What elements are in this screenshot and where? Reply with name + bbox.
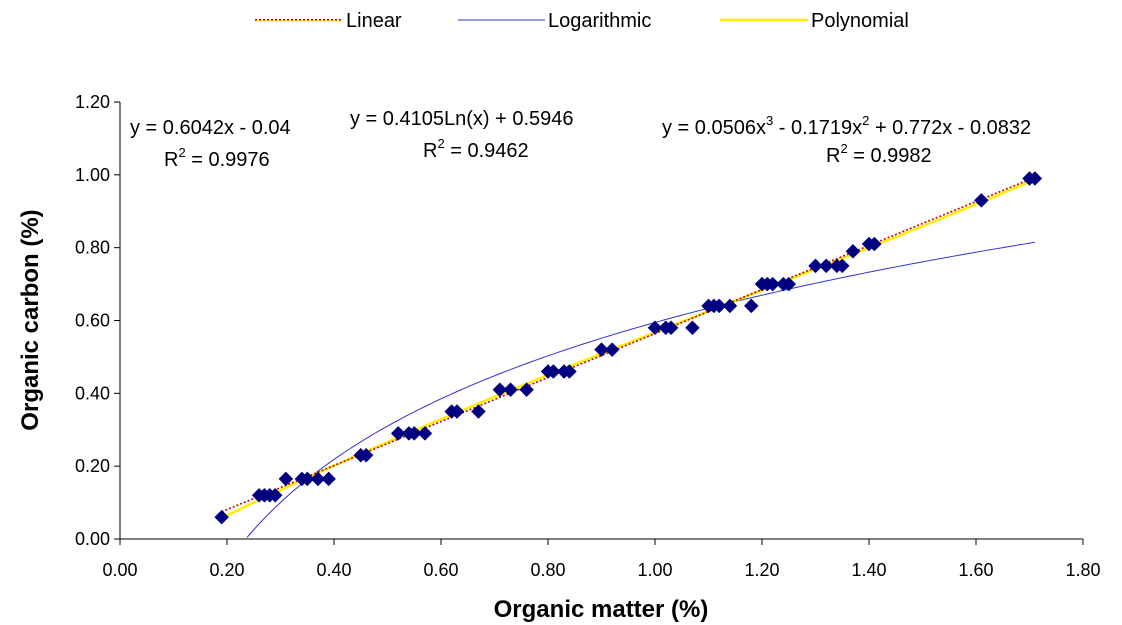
- trendline-linear: [221, 176, 1036, 513]
- data-point: [545, 364, 561, 379]
- y-tick-label: 0.40: [75, 383, 110, 403]
- x-tick-label: 1.00: [637, 560, 672, 580]
- y-tick-label: 1.00: [75, 165, 110, 185]
- data-point: [594, 342, 609, 357]
- y-tick-label: 0.20: [75, 456, 110, 476]
- data-point: [781, 276, 797, 292]
- data-point: [647, 320, 663, 336]
- equation-linear: y = 0.6042x - 0.04 R2 = 0.9976: [130, 117, 291, 171]
- y-tick-label: 0.80: [75, 238, 110, 258]
- equation-log-formula: y = 0.4105Ln(x) + 0.5946: [350, 108, 574, 130]
- equation-poly: y = 0.0506x3 - 0.1719x2 + 0.772x - 0.083…: [662, 113, 1031, 167]
- trendlines: [221, 176, 1036, 538]
- data-point: [722, 298, 738, 314]
- data-point: [808, 258, 823, 274]
- data-point: [663, 320, 679, 336]
- legend: Linear Logarithmic Polynomial: [255, 10, 909, 32]
- x-ticks: 0.00 0.20 0.40 0.60 0.80 1.00 1.20 1.40 1.60 1.80: [102, 539, 1101, 580]
- y-axis-title: Organic carbon (%): [17, 209, 44, 430]
- data-point: [214, 509, 230, 525]
- data-point: [765, 276, 781, 292]
- y-tick-label: 1.20: [75, 92, 110, 112]
- data-point: [973, 192, 989, 208]
- equation-log: y = 0.4105Ln(x) + 0.5946 R2 = 0.9462: [350, 108, 574, 162]
- y-tick-label: 0.60: [75, 311, 110, 331]
- data-point: [818, 258, 834, 274]
- data-point: [321, 471, 337, 487]
- data-point: [267, 487, 283, 503]
- trendline-polynomial: [221, 178, 1036, 520]
- x-tick-label: 1.80: [1065, 560, 1100, 580]
- data-point: [417, 426, 433, 441]
- y-ticks: 0.00 0.20 0.40 0.60 0.80 1.00 1.20: [75, 92, 120, 549]
- data-points: [214, 171, 1043, 525]
- x-tick-label: 1.20: [744, 560, 779, 580]
- data-point: [604, 342, 620, 357]
- data-point: [711, 298, 727, 314]
- legend-item-linear: Linear: [255, 10, 402, 32]
- data-point: [1027, 171, 1043, 186]
- x-tick-label: 0.20: [209, 560, 244, 580]
- equation-linear-r2: R2 = 0.9976: [164, 145, 270, 171]
- data-point: [299, 471, 315, 487]
- legend-item-logarithmic: Logarithmic: [458, 10, 651, 32]
- data-point: [743, 298, 759, 314]
- data-point: [358, 447, 374, 463]
- equation-poly-formula: y = 0.0506x3 - 0.1719x2 + 0.772x - 0.083…: [662, 113, 1031, 139]
- legend-label-logarithmic: Logarithmic: [548, 10, 651, 32]
- x-tick-label: 1.60: [958, 560, 993, 580]
- legend-label-linear: Linear: [346, 10, 402, 32]
- data-point: [492, 382, 508, 398]
- data-point: [406, 426, 422, 441]
- x-axis-title: Organic matter (%): [494, 596, 709, 623]
- equation-log-r2: R2 = 0.9462: [423, 136, 529, 162]
- equation-linear-formula: y = 0.6042x - 0.04: [130, 117, 291, 139]
- legend-label-polynomial: Polynomial: [811, 10, 909, 32]
- data-point: [845, 243, 861, 259]
- data-point: [390, 426, 406, 441]
- data-point: [562, 364, 577, 379]
- x-tick-label: 0.80: [530, 560, 565, 580]
- data-point: [471, 404, 486, 419]
- x-tick-label: 0.40: [316, 560, 351, 580]
- data-point: [503, 382, 518, 398]
- x-tick-label: 0.60: [423, 560, 458, 580]
- y-tick-label: 0.00: [75, 529, 110, 549]
- trendline-logarithmic: [246, 241, 1035, 538]
- data-point: [866, 236, 882, 252]
- data-point: [685, 320, 700, 336]
- data-point: [834, 258, 850, 274]
- legend-item-polynomial: Polynomial: [720, 10, 909, 32]
- data-point: [449, 404, 465, 419]
- x-tick-label: 0.00: [102, 560, 137, 580]
- data-point: [519, 382, 534, 398]
- data-point: [278, 471, 294, 487]
- x-tick-label: 1.40: [851, 560, 886, 580]
- equation-poly-r2: R2 = 0.9982: [826, 141, 932, 167]
- data-point: [310, 471, 326, 487]
